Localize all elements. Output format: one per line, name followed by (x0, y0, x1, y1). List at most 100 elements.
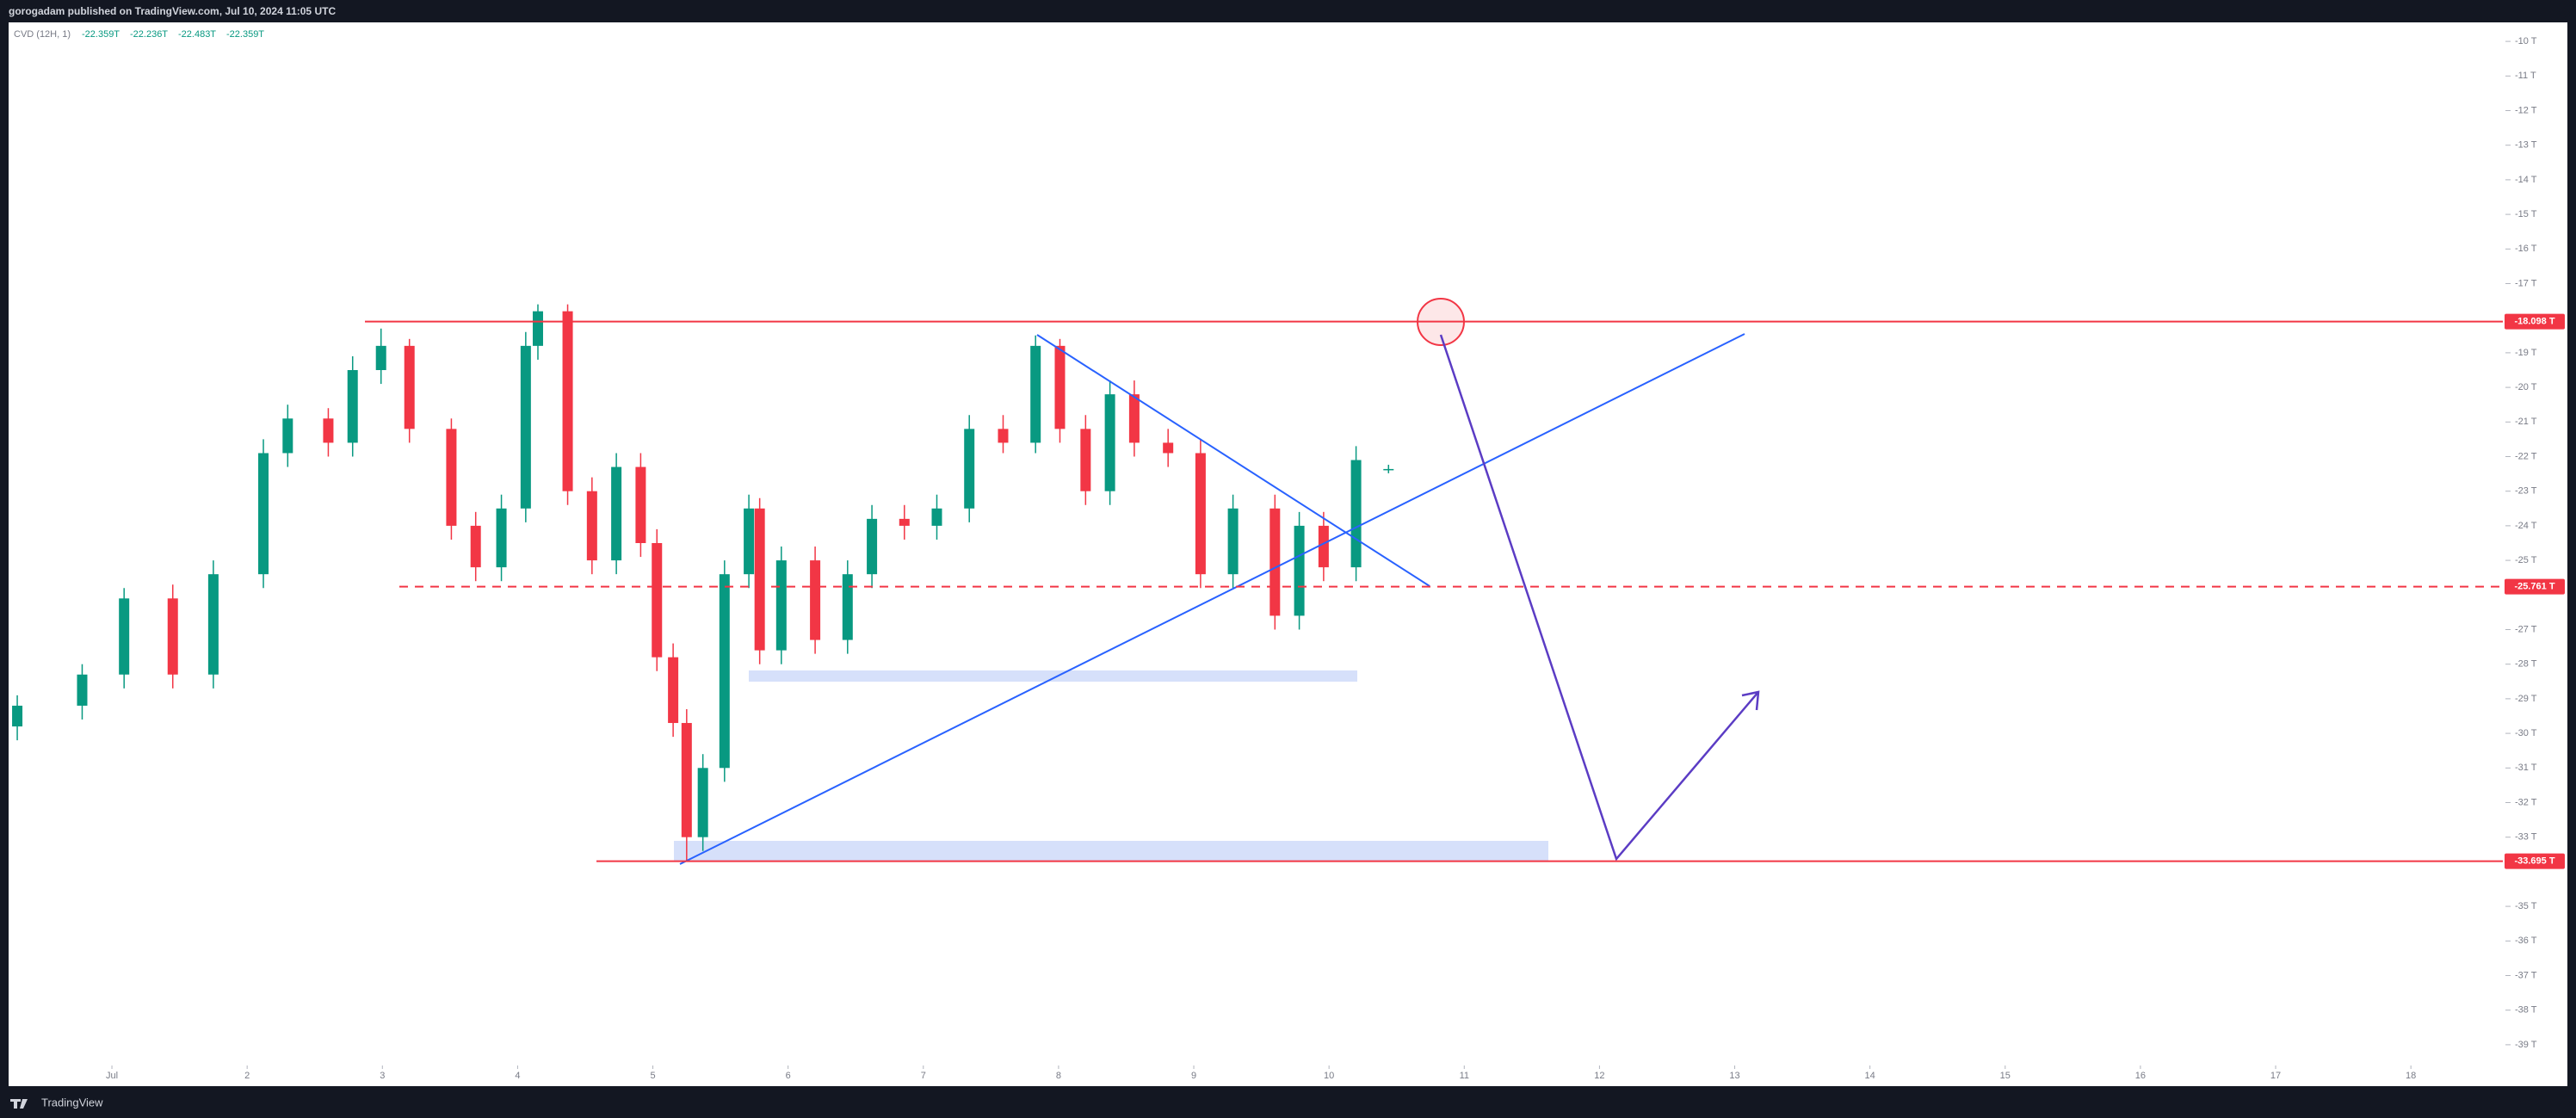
y-tick-label: -27 T (2515, 624, 2537, 634)
price-label: -18.098 T (2514, 317, 2554, 327)
y-tick-label: -22 T (2515, 451, 2537, 461)
zone (749, 670, 1357, 682)
y-tick-label: -17 T (2515, 278, 2537, 288)
y-tick-label: -33 T (2515, 832, 2537, 843)
candle-body (1054, 345, 1066, 429)
brand: TradingView (41, 1096, 103, 1109)
brand-logo (10, 1099, 28, 1109)
legend-value: -22.236T (130, 29, 168, 40)
candle-body (652, 542, 663, 658)
candle-body (668, 657, 679, 724)
x-tick-label: 14 (1865, 1071, 1875, 1081)
arrow-head (1741, 690, 1760, 711)
legend-values: -22.359T -22.236T -22.483T -22.359T (82, 29, 264, 40)
candle-body (375, 345, 386, 370)
candle-body (1318, 525, 1329, 568)
y-tick-label: -29 T (2515, 694, 2537, 704)
candle-body (586, 491, 597, 561)
candle-body (1030, 345, 1041, 443)
price-label: -33.695 T (2514, 856, 2554, 867)
candles (12, 304, 1394, 862)
x-tick-label: 12 (1594, 1071, 1604, 1081)
x-tick-label: Jul (106, 1071, 118, 1081)
candle-body (1104, 394, 1115, 491)
candle-body (1383, 468, 1394, 471)
candle-body (167, 598, 178, 675)
candle-body (282, 418, 293, 454)
y-tick-label: -31 T (2515, 763, 2537, 773)
y-tick-label: -19 T (2515, 348, 2537, 358)
candle-body (1294, 525, 1305, 616)
y-tick-label: -21 T (2515, 417, 2537, 427)
candle-body (1195, 453, 1206, 575)
y-tick-label: -28 T (2515, 659, 2537, 670)
y-tick-label: -20 T (2515, 382, 2537, 392)
candle-body (1350, 460, 1362, 568)
y-tick-label: -30 T (2515, 728, 2537, 738)
candle-body (496, 508, 507, 568)
y-tick-label: -35 T (2515, 901, 2537, 911)
x-tick-label: 4 (515, 1071, 520, 1081)
candle-body (697, 768, 708, 837)
y-tick-label: -11 T (2515, 71, 2536, 81)
candle-body (470, 525, 481, 568)
x-tick-label: 2 (244, 1071, 250, 1081)
candle-body (1080, 429, 1091, 491)
candle-body (347, 369, 358, 443)
y-tick-label: -13 T (2515, 140, 2537, 151)
candle-body (532, 311, 543, 346)
candle-body (719, 574, 730, 769)
candle-body (1227, 508, 1239, 575)
candle-body (404, 345, 415, 429)
y-tick-label: -24 T (2515, 521, 2537, 531)
y-tick-label: -32 T (2515, 797, 2537, 807)
x-tick-label: 17 (2270, 1071, 2281, 1081)
candle-body (323, 418, 334, 443)
price-label: -25.761 T (2514, 582, 2554, 592)
candle-body (207, 574, 219, 675)
candle-body (998, 429, 1009, 443)
candle-body (931, 508, 942, 526)
x-tick-label: 11 (1460, 1071, 1469, 1081)
candle-body (635, 466, 646, 543)
y-tick-label: -16 T (2515, 244, 2537, 254)
candle-body (1128, 394, 1140, 443)
x-tick-label: 13 (1729, 1071, 1739, 1081)
x-tick-label: 6 (786, 1071, 791, 1081)
price-label-box (2505, 578, 2565, 595)
candle-body (77, 674, 88, 706)
candle-body (119, 598, 130, 675)
zone (674, 841, 1548, 861)
candle-body (810, 560, 821, 640)
candle-body (899, 518, 910, 526)
legend-value: -22.359T (226, 29, 264, 40)
y-tick-label: -12 T (2515, 105, 2537, 115)
x-tick-label: 7 (921, 1071, 926, 1081)
candle-body (867, 518, 878, 575)
chart-area (9, 22, 2567, 1086)
candle-body (964, 429, 975, 509)
candle-body (258, 453, 269, 575)
y-tick-label: -38 T (2515, 1005, 2537, 1016)
price-label-box (2505, 313, 2565, 330)
legend-name: CVD (12H, 1) (14, 29, 71, 40)
candle-body (562, 311, 573, 491)
x-tick-label: 9 (1191, 1071, 1196, 1081)
header-text: gorogadam published on TradingView.com, … (9, 5, 336, 17)
candle-body (775, 560, 787, 651)
legend-value: -22.359T (82, 29, 120, 40)
y-tick-label: -25 T (2515, 555, 2537, 565)
candle-body (744, 508, 755, 575)
x-tick-label: 3 (380, 1071, 385, 1081)
y-tick-label: -10 T (2515, 36, 2537, 46)
y-tick-label: -36 T (2515, 936, 2537, 946)
price-label-box (2505, 853, 2565, 869)
x-tick-label: 10 (1324, 1071, 1334, 1081)
candle-body (520, 345, 531, 509)
y-tick-label: -23 T (2515, 486, 2537, 497)
candle-body (611, 466, 622, 561)
y-tick-label: -37 T (2515, 970, 2537, 980)
candle-body (754, 508, 765, 651)
